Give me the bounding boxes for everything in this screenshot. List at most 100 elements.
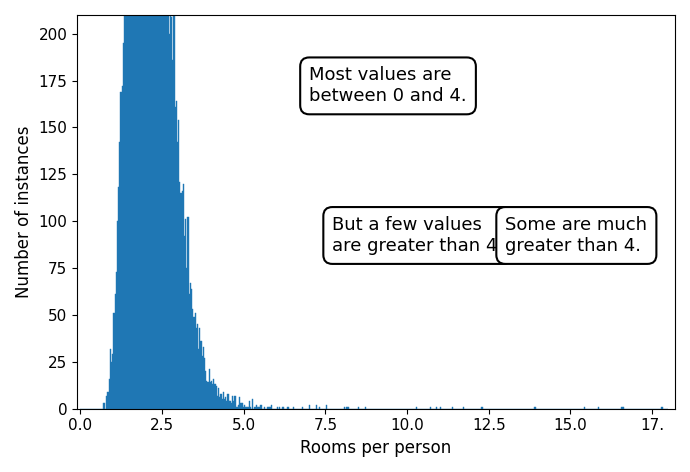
Bar — [133, 0, 135, 409]
Bar — [139, 0, 140, 409]
Bar — [113, 313, 115, 409]
Bar — [115, 295, 116, 409]
Bar — [211, 380, 212, 409]
Bar — [241, 403, 243, 409]
Bar — [131, 0, 132, 409]
Bar — [208, 370, 210, 409]
Bar — [150, 0, 151, 409]
Bar — [193, 317, 195, 409]
Bar — [152, 0, 153, 409]
Bar — [218, 388, 219, 409]
Bar — [258, 407, 259, 409]
Bar — [164, 0, 165, 409]
Bar — [622, 407, 624, 409]
Bar — [415, 407, 417, 409]
Bar — [170, 0, 171, 409]
Bar — [347, 407, 348, 409]
Bar — [168, 34, 170, 409]
Bar — [279, 407, 280, 409]
Y-axis label: Number of instances: Number of instances — [15, 126, 33, 298]
Text: Some are much
greater than 4.: Some are much greater than 4. — [505, 216, 647, 255]
Text: Most values are
between 0 and 4.: Most values are between 0 and 4. — [309, 67, 467, 105]
Bar — [137, 0, 138, 409]
Bar — [244, 405, 245, 409]
Bar — [121, 86, 123, 409]
Bar — [151, 0, 152, 409]
Bar — [250, 407, 251, 409]
Bar — [204, 358, 205, 409]
Bar — [143, 0, 144, 409]
Bar — [191, 289, 192, 409]
Bar — [463, 407, 464, 409]
Bar — [260, 405, 262, 409]
Bar — [224, 399, 225, 409]
Bar — [233, 401, 235, 409]
Bar — [119, 143, 121, 409]
Bar — [365, 407, 366, 409]
Bar — [237, 407, 238, 409]
Bar — [220, 394, 221, 409]
Bar — [225, 397, 226, 409]
Bar — [200, 341, 201, 409]
Bar — [240, 403, 241, 409]
Bar — [264, 407, 265, 409]
Bar — [178, 120, 179, 409]
Bar — [198, 349, 199, 409]
Bar — [196, 328, 197, 409]
Bar — [277, 407, 278, 409]
Bar — [358, 407, 359, 409]
Bar — [344, 407, 345, 409]
Bar — [177, 143, 178, 409]
Bar — [215, 384, 216, 409]
Bar — [155, 0, 156, 409]
Text: But a few values
are greater than 4.: But a few values are greater than 4. — [333, 216, 504, 255]
Bar — [126, 0, 128, 409]
Bar — [186, 268, 188, 409]
Bar — [173, 13, 175, 409]
Bar — [235, 396, 236, 409]
Bar — [199, 328, 200, 409]
Bar — [153, 0, 155, 409]
Bar — [125, 0, 126, 409]
Bar — [255, 407, 256, 409]
Bar — [257, 407, 258, 409]
Bar — [117, 221, 118, 409]
Bar — [226, 401, 228, 409]
Bar — [197, 324, 198, 409]
Bar — [223, 392, 224, 409]
Bar — [188, 295, 190, 409]
Bar — [243, 407, 244, 409]
Bar — [283, 407, 284, 409]
Bar — [128, 0, 130, 409]
Bar — [319, 407, 320, 409]
Bar — [111, 362, 112, 409]
Bar — [252, 399, 253, 409]
Bar — [135, 0, 136, 409]
Bar — [293, 407, 295, 409]
Bar — [159, 0, 160, 409]
Bar — [315, 405, 317, 409]
Bar — [181, 191, 183, 409]
Bar — [160, 0, 161, 409]
Bar — [161, 0, 163, 409]
Bar — [210, 382, 211, 409]
Bar — [103, 403, 104, 409]
Bar — [236, 407, 237, 409]
Bar — [176, 101, 177, 409]
Bar — [326, 405, 327, 409]
Bar — [584, 407, 585, 409]
Bar — [156, 0, 157, 409]
Bar — [112, 354, 113, 409]
Bar — [148, 0, 150, 409]
Bar — [124, 0, 125, 409]
Bar — [308, 405, 310, 409]
Bar — [144, 0, 145, 409]
Bar — [598, 407, 599, 409]
Bar — [238, 405, 239, 409]
Bar — [157, 0, 158, 409]
Bar — [246, 407, 248, 409]
Bar — [248, 401, 250, 409]
Bar — [138, 0, 139, 409]
Bar — [213, 379, 215, 409]
Bar — [166, 0, 168, 409]
